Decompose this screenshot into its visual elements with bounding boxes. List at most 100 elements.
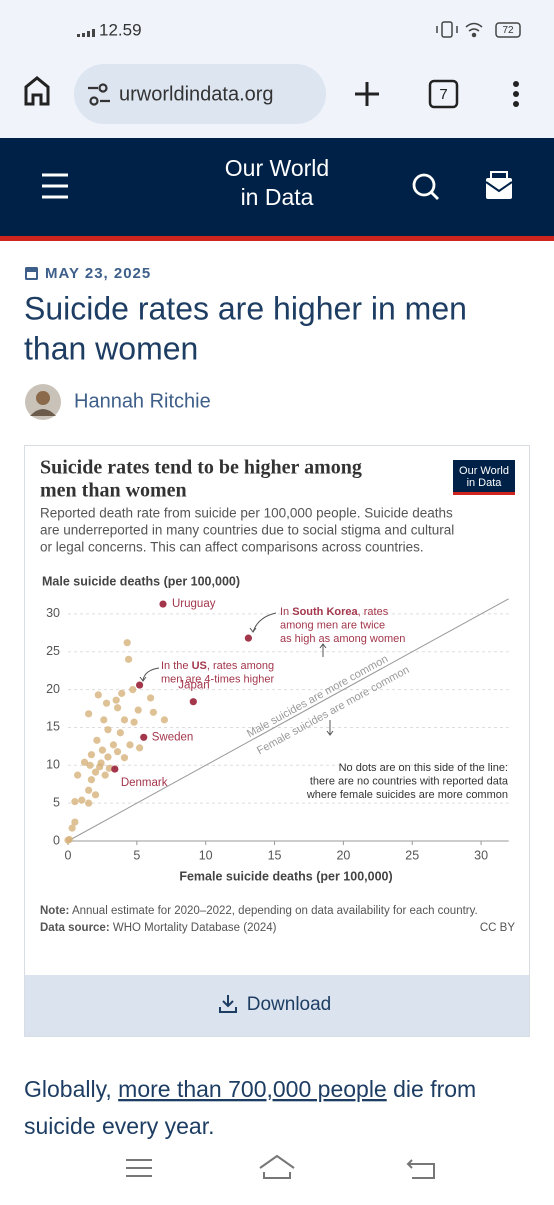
annotation-text: where female suicides are more common [306, 789, 508, 801]
battery-level: 72 [502, 25, 514, 36]
chart-title: men than women [40, 480, 187, 502]
data-point [120, 754, 129, 762]
site-logo[interactable]: in Data [241, 184, 314, 210]
annotation-text: men are 4-times higher [161, 673, 274, 685]
annotation-text: South Korea [292, 606, 358, 618]
parity-line [67, 598, 509, 842]
x-tick-label: 0 [65, 848, 72, 862]
status-time: 12.59 [99, 20, 142, 39]
body-link[interactable]: more than 700,000 people [118, 1076, 387, 1102]
menu-button[interactable] [513, 81, 519, 107]
annotation-arrows [139, 612, 334, 736]
data-point [68, 824, 76, 832]
data-point [78, 796, 86, 804]
y-tick-label: 5 [53, 795, 60, 809]
annotation-line: among men are twice [280, 619, 385, 631]
download-icon[interactable] [219, 995, 237, 1013]
chart-logo-text: Our World [459, 465, 509, 477]
annotation-text: as high as among women [280, 633, 405, 645]
y-tick-label: 15 [46, 720, 60, 734]
tabs-button[interactable] [428, 79, 459, 109]
data-point [113, 748, 122, 756]
annotation-text: there are no countries with reported dat… [310, 775, 509, 787]
annotation-text: No dots are on this side of the line: [339, 762, 508, 774]
data-point [87, 751, 96, 759]
body-text-part: die from [387, 1076, 476, 1102]
article-title: than women [24, 330, 198, 366]
status-icons [436, 21, 521, 38]
body-text: suicide every year. [24, 1113, 214, 1139]
site-header [0, 138, 554, 236]
data-point [98, 746, 107, 754]
recent-apps-button[interactable] [126, 1159, 152, 1177]
new-tab-button[interactable] [355, 82, 379, 106]
data-point [102, 699, 111, 707]
data-point [113, 704, 122, 712]
chart-source: Data source: WHO Mortality Database (202… [40, 922, 277, 934]
note-label: Note: [40, 905, 69, 917]
x-tick-label: 30 [474, 848, 488, 862]
chart-subtitle: are underreported in many countries due … [40, 523, 454, 538]
data-point [123, 639, 131, 647]
site-settings-icon[interactable] [88, 83, 110, 106]
article-date: MAY 23, 2025 [45, 265, 151, 282]
header-accent [0, 236, 554, 241]
tab-count[interactable]: 7 [439, 86, 447, 103]
system-home-button[interactable] [259, 1154, 295, 1179]
annotation-line: where female suicides are more common [306, 789, 508, 801]
data-point [87, 776, 96, 784]
author-avatar [25, 384, 61, 420]
x-tick-label: 20 [336, 848, 350, 862]
y-tick-label: 30 [46, 606, 60, 620]
y-tick-label: 10 [46, 758, 60, 772]
data-point [129, 686, 137, 694]
chart-card [24, 445, 530, 1037]
data-point [124, 655, 133, 663]
url-bar[interactable] [74, 64, 326, 124]
y-axis-label: Male suicide deaths (per 100,000) [42, 574, 240, 588]
data-point [118, 689, 126, 697]
chart-note: Note: Annual estimate for 2020–2022, dep… [40, 905, 478, 917]
url-text[interactable]: urworldindata.org [119, 83, 274, 105]
annotation-line: as high as among women [280, 633, 405, 645]
data-point [244, 634, 252, 642]
data-point [91, 768, 100, 776]
x-tick-label: 10 [199, 848, 213, 862]
body-text-part: Globally, [24, 1076, 118, 1102]
data-point [105, 764, 113, 772]
data-point [130, 718, 138, 726]
nav-menu-button[interactable] [42, 173, 68, 199]
annotation-line: men are 4-times higher [161, 673, 274, 685]
data-point [116, 729, 124, 737]
point-label: Japan [178, 680, 209, 692]
download-label[interactable]: Download [247, 994, 332, 1015]
data-point [93, 736, 101, 744]
author-name[interactable]: Hannah Ritchie [74, 390, 211, 412]
y-tick-label: 20 [46, 682, 60, 696]
data-point [85, 799, 93, 807]
data-point [136, 744, 144, 752]
data-point [149, 708, 157, 716]
data-point [140, 733, 148, 741]
annotation-line: there are no countries with reported dat… [310, 775, 509, 787]
signal-icon [77, 29, 95, 37]
data-point [104, 753, 112, 761]
system-back-button[interactable] [406, 1159, 435, 1179]
point-label: Denmark [121, 777, 168, 789]
annotation-text: In the [161, 660, 192, 672]
data-point [74, 771, 82, 779]
data-point [111, 765, 119, 773]
download-button[interactable] [25, 975, 529, 1036]
home-button[interactable] [24, 76, 50, 106]
search-button[interactable] [412, 173, 439, 200]
site-logo[interactable]: Our World [225, 155, 329, 181]
note-text: Annual estimate for 2020–2022, depending… [69, 905, 477, 917]
subscribe-button[interactable] [485, 171, 513, 199]
system-nav-bar [0, 1142, 554, 1200]
body-text: Globally, more than 700,000 people die f… [24, 1076, 476, 1102]
chart-license[interactable]: CC BY [480, 922, 515, 934]
data-point [86, 761, 94, 769]
data-point [112, 696, 120, 704]
data-point [160, 716, 168, 724]
article-title: Suicide rates are higher in men [24, 290, 467, 326]
